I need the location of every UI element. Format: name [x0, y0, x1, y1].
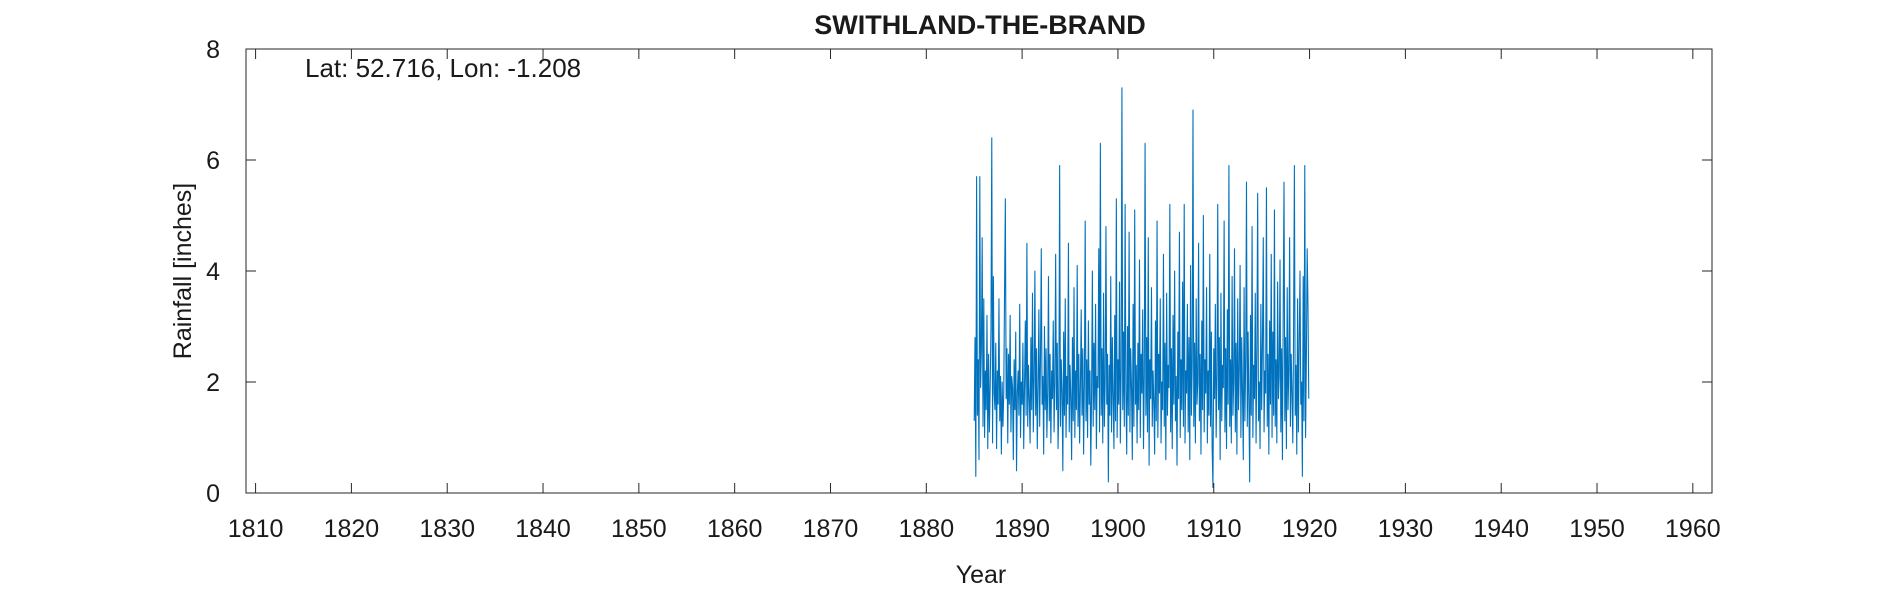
y-tick-label: 8: [206, 36, 220, 64]
y-tick-label: 6: [206, 147, 220, 175]
y-tick-label: 0: [206, 480, 220, 508]
x-tick-label: 1930: [1378, 515, 1434, 543]
x-tick-label: 1910: [1186, 515, 1242, 543]
x-tick-label: 1880: [898, 515, 954, 543]
y-tick-label: 2: [206, 369, 220, 397]
x-tick-label: 1940: [1473, 515, 1529, 543]
series-layer: [973, 87, 1310, 489]
x-tick-label: 1960: [1665, 515, 1721, 543]
ticks-layer: 1810 1820 1830 1840 1850 1860 1870 1880 1890 1900…: [206, 36, 1721, 543]
x-tick-label: 1950: [1569, 515, 1625, 543]
x-tick-label: 1920: [1282, 515, 1338, 543]
x-tick-label: 1870: [803, 515, 859, 543]
y-tick-label: 4: [206, 258, 220, 286]
x-axis-label: Year: [956, 561, 1007, 589]
x-tick-label: 1830: [419, 515, 475, 543]
x-tick-label: 1820: [324, 515, 380, 543]
location-annotation: Lat: 52.716, Lon: -1.208: [305, 53, 581, 83]
x-tick-label: 1860: [707, 515, 763, 543]
rainfall-series-line: [973, 87, 1310, 489]
x-tick-label: 1840: [515, 515, 571, 543]
x-tick-label: 1890: [994, 515, 1050, 543]
x-tick-label: 1850: [611, 515, 667, 543]
x-tick-label: 1900: [1090, 515, 1146, 543]
y-axis-label: Rainfall [inches]: [169, 183, 197, 359]
x-tick-label: 1810: [228, 515, 284, 543]
chart-title: SWITHLAND-THE-BRAND: [814, 10, 1145, 40]
